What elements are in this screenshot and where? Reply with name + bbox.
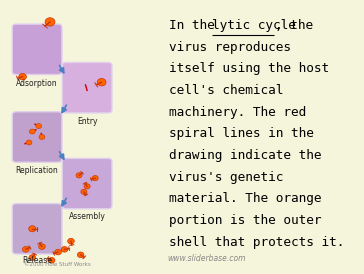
Text: Release: Release — [22, 256, 52, 265]
Text: drawing indicate the: drawing indicate the — [169, 149, 322, 162]
Text: shell that protects it.: shell that protects it. — [169, 236, 345, 249]
FancyBboxPatch shape — [12, 204, 62, 254]
Text: Entry: Entry — [77, 117, 97, 126]
FancyBboxPatch shape — [0, 0, 324, 274]
FancyBboxPatch shape — [62, 62, 112, 113]
FancyBboxPatch shape — [12, 24, 62, 75]
Circle shape — [29, 129, 35, 134]
FancyBboxPatch shape — [62, 158, 112, 209]
Circle shape — [45, 18, 55, 26]
Circle shape — [39, 244, 45, 249]
Circle shape — [84, 184, 90, 189]
Circle shape — [81, 189, 87, 194]
Text: cell's chemical: cell's chemical — [169, 84, 284, 97]
Circle shape — [36, 124, 41, 129]
Circle shape — [55, 249, 62, 255]
FancyBboxPatch shape — [12, 112, 62, 162]
Circle shape — [78, 252, 84, 258]
Circle shape — [19, 73, 27, 80]
Text: ©2000 How Stuff Works: ©2000 How Stuff Works — [24, 262, 91, 267]
Circle shape — [26, 140, 32, 145]
Text: www.sliderbase.com: www.sliderbase.com — [168, 254, 246, 263]
Text: , the: , the — [274, 19, 313, 32]
Circle shape — [29, 226, 36, 232]
Text: Adsorption: Adsorption — [16, 79, 58, 88]
Text: spiral lines in the: spiral lines in the — [169, 127, 314, 140]
Text: virus's genetic: virus's genetic — [169, 171, 284, 184]
Circle shape — [76, 173, 82, 178]
Text: Replication: Replication — [16, 166, 59, 175]
Circle shape — [92, 176, 98, 181]
Circle shape — [61, 247, 68, 252]
Text: In the: In the — [169, 19, 223, 32]
Circle shape — [23, 247, 29, 252]
Text: Assembly: Assembly — [69, 212, 106, 221]
Text: portion is the outer: portion is the outer — [169, 214, 322, 227]
Circle shape — [97, 78, 106, 86]
Text: lytic cycle: lytic cycle — [212, 19, 296, 32]
Text: material. The orange: material. The orange — [169, 192, 322, 205]
Circle shape — [68, 238, 74, 244]
Text: machinery. The red: machinery. The red — [169, 106, 306, 119]
Text: itself using the host: itself using the host — [169, 62, 329, 75]
Circle shape — [39, 135, 45, 139]
Circle shape — [48, 258, 55, 263]
Circle shape — [29, 255, 36, 260]
Text: virus reproduces: virus reproduces — [169, 41, 291, 54]
